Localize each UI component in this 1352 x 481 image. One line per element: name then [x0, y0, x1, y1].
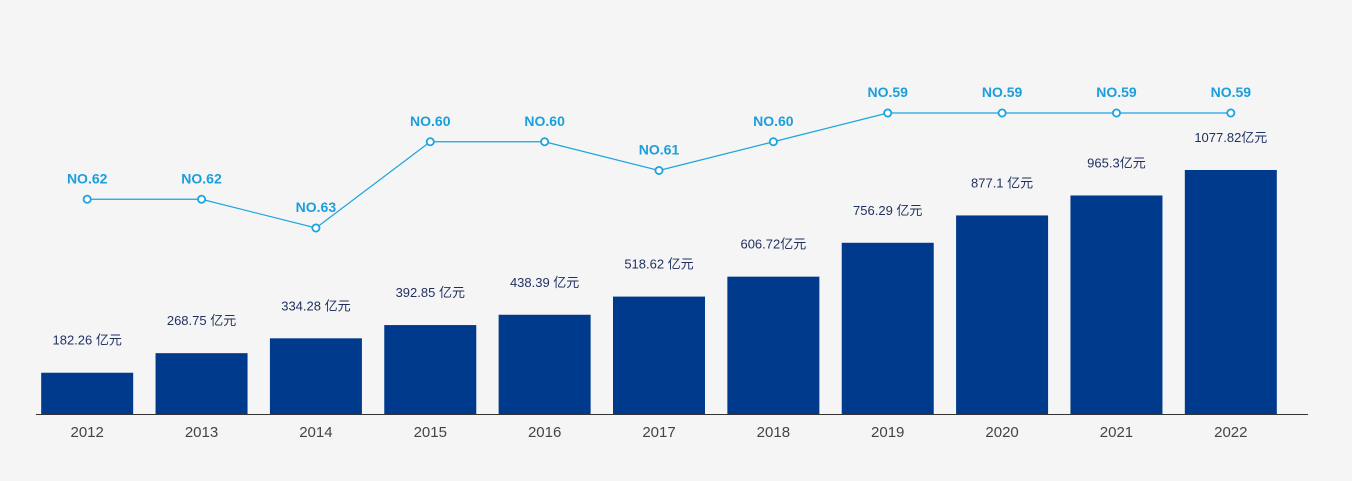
- bar-value-label: 268.75 亿元: [167, 313, 236, 328]
- bar-2013: [155, 353, 248, 414]
- x-axis: 2012 2013 2014 2015 2016 2017 2018 2019 2020 2021…: [36, 414, 1308, 441]
- rank-label: NO.62: [67, 170, 108, 186]
- rank-label: NO.63: [296, 199, 337, 215]
- rank-label: NO.62: [181, 170, 222, 186]
- bar-2012: [41, 372, 134, 414]
- rank-point: [311, 223, 321, 233]
- rank-line-layer: NO.62 NO.62 NO.63 NO.60 NO.60 NO.61 NO.60 NO.59…: [67, 84, 1252, 233]
- rank-point: [1226, 108, 1236, 118]
- bar-value-label: 518.62 亿元: [624, 257, 693, 272]
- bar-2017: [613, 296, 705, 414]
- bar-2022: [1184, 170, 1277, 414]
- bar-value-label: 392.85 亿元: [396, 285, 465, 300]
- x-tick-label: 2015: [414, 424, 447, 441]
- rank-point: [197, 194, 207, 204]
- rank-point: [540, 137, 550, 147]
- bar-2015: [384, 325, 477, 414]
- x-tick-label: 2022: [1214, 424, 1247, 441]
- bar-2021: [1070, 195, 1163, 414]
- x-tick-label: 2017: [642, 424, 675, 441]
- rank-label: NO.60: [524, 113, 565, 129]
- bar-2019: [841, 242, 934, 414]
- x-tick-label: 2014: [299, 424, 332, 441]
- x-tick-label: 2013: [185, 424, 218, 441]
- bar-value-label: 438.39 亿元: [510, 275, 579, 290]
- x-tick-label: 2012: [70, 424, 103, 441]
- rank-point: [1111, 108, 1121, 118]
- bar-value-label: 606.72亿元: [740, 237, 806, 252]
- x-tick-label: 2016: [528, 424, 561, 441]
- bar-value-label: 877.1 亿元: [971, 175, 1033, 190]
- rank-label: NO.60: [753, 113, 794, 129]
- rank-label: NO.59: [982, 84, 1023, 100]
- rank-point: [883, 108, 893, 118]
- rank-point: [768, 137, 778, 147]
- x-tick-label: 2019: [871, 424, 904, 441]
- bar-2014: [269, 338, 362, 414]
- bars-layer: 182.26 亿元 268.75 亿元 334.28 亿元 392.85 亿元 438.…: [41, 130, 1277, 414]
- rank-point: [654, 165, 664, 175]
- rank-label: NO.60: [410, 113, 451, 129]
- bar-2020: [956, 215, 1049, 414]
- rank-point: [997, 108, 1007, 118]
- bar-value-label: 756.29 亿元: [853, 203, 922, 218]
- bar-value-label: 182.26 亿元: [52, 333, 121, 348]
- x-tick-label: 2021: [1100, 424, 1133, 441]
- rank-label: NO.61: [639, 142, 680, 158]
- bar-value-label: 1077.82亿元: [1194, 130, 1267, 145]
- rank-point: [82, 194, 92, 204]
- bar-2016: [498, 314, 591, 414]
- bar-2018: [727, 276, 820, 414]
- x-tick-label: 2018: [757, 424, 790, 441]
- x-tick-label: 2020: [985, 424, 1018, 441]
- bar-value-label: 965.3亿元: [1087, 155, 1146, 170]
- rank-point: [425, 137, 435, 147]
- bar-value-label: 334.28 亿元: [281, 298, 350, 313]
- rank-label: NO.59: [1096, 84, 1137, 100]
- rank-label: NO.59: [1211, 84, 1252, 100]
- rank-label: NO.59: [867, 84, 908, 100]
